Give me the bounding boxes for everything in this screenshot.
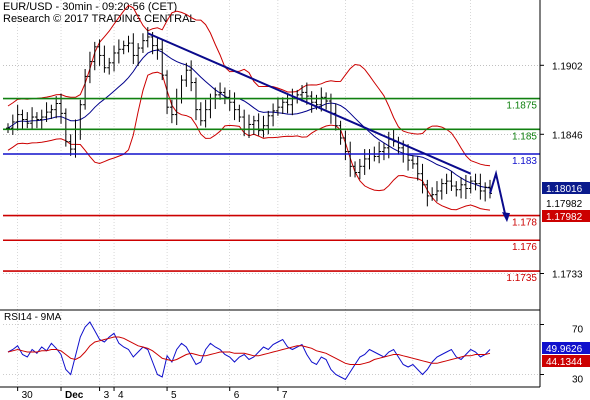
last-price-red-box [542,210,590,222]
x-tick-label: Dec [65,390,84,400]
bollinger-lower [7,71,491,211]
resistance-level-label: 1.185 [512,131,537,142]
resistance-level-label: 1.1875 [506,101,537,112]
x-tick-label: 6 [234,390,240,400]
price-levels: 1.1875 1.185 1.183 1.178 1.176 1.1735 [3,97,540,284]
bollinger-upper [7,4,491,167]
y-tick-label: 1.1902 [552,61,583,72]
downtrend-line [147,32,472,175]
rsi-line [7,321,491,381]
x-tick-label: 30 [22,390,34,400]
pivot-level-label: 1.183 [512,156,537,167]
rsi-last-text: 44.1344 [546,357,583,368]
last-price-red-box-text: 1.17982 [546,212,583,223]
axes [0,0,541,388]
rsi-ma-line [7,336,491,365]
moving-average-line [7,49,491,189]
trendline [147,32,510,223]
rsi-last-text: 49.9626 [546,344,583,355]
last-price-box [542,182,590,194]
last-price-box-text: 1.18016 [546,184,583,195]
x-tick-label: 5 [171,390,177,400]
rsi-y-tick-label: 30 [572,375,584,386]
rsi-panel: RSI14 - 9MA [4,312,491,381]
projection-arrow [489,169,507,219]
rsi-last-box [542,342,590,354]
rsi-y-tick-label: 70 [572,325,584,336]
last-price-plain-text: 1.17982 [546,199,583,210]
rsi-label: RSI14 - 9MA [4,312,62,323]
axis-labels: 1.1902 1.1846 1.1733 70 30 1.18016 1.17982 1.17… [17,61,590,400]
y-tick-label: 1.1733 [552,270,583,281]
x-tick-label: 7 [282,390,288,400]
projection-arrowhead [502,212,510,223]
rsi-last-box [542,355,590,367]
chart-grid [3,0,540,387]
chart-subtitle: Research © 2017 TRADING CENTRAL [3,13,196,25]
moving-average [7,49,491,189]
x-tick-label: 4 [118,390,124,400]
chart-title: EUR/USD - 30min - 09:20:56 (CET) [3,1,178,13]
x-tick-label: 3 [104,390,110,400]
support-level-label: 1.176 [512,242,537,253]
support-level-label: 1.1735 [506,273,537,284]
support-level-label: 1.178 [512,218,537,229]
y-tick-label: 1.1846 [552,130,583,141]
